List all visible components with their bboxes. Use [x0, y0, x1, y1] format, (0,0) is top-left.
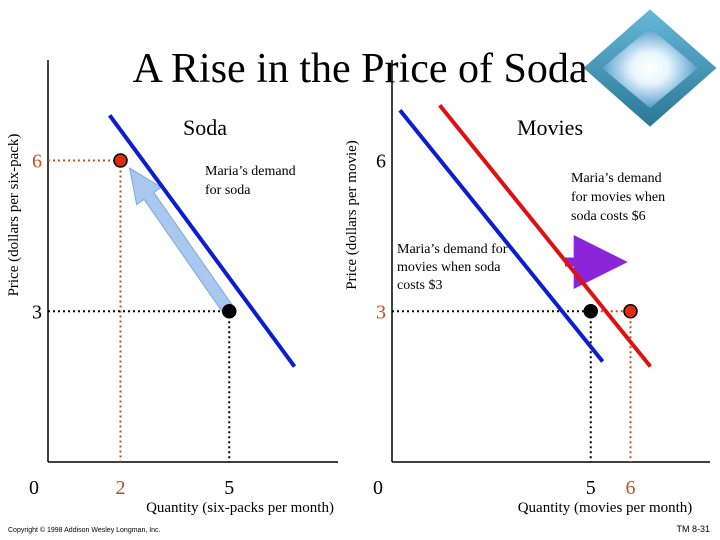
equilibrium-point	[583, 304, 598, 319]
annotation-text: movies when soda	[397, 260, 501, 275]
beach-logo-icon	[580, 6, 720, 130]
y-tick-label: 6	[376, 151, 386, 173]
x-axis-label: Quantity (six-packs per month)	[146, 500, 334, 516]
y-axis-label: Price (dollars per movie)	[344, 140, 360, 290]
x-tick-label: 0	[373, 477, 383, 499]
equilibrium-point	[222, 304, 237, 319]
panel-title: Soda	[183, 115, 227, 140]
y-tick-label: 3	[376, 301, 386, 323]
page-title: A Rise in the Price of Soda	[133, 46, 588, 92]
slide-id: TM 8-31	[676, 524, 710, 534]
annotation-text: Maria’s demand	[571, 171, 662, 186]
x-axis-label: Quantity (movies per month)	[518, 500, 693, 516]
annotation-text: for movies when	[571, 190, 665, 205]
demand-curve	[108, 114, 297, 368]
demand-curve	[398, 108, 605, 363]
x-tick-label: 6	[626, 477, 636, 499]
movement-arrow	[128, 167, 234, 313]
x-tick-label: 5	[586, 477, 596, 499]
soda-chart: Soda Price (dollars per six-pack) Quantity…	[6, 60, 338, 516]
highlight-point	[623, 304, 638, 319]
y-axis-label: Price (dollars per six-pack)	[6, 134, 22, 297]
panel-title: Movies	[517, 115, 583, 140]
annotation-text: Maria’s demand	[205, 164, 296, 179]
annotation-text: Maria’s demand for	[397, 242, 508, 257]
movies-chart: Movies Price (dollars per movie) Quantity …	[344, 60, 710, 516]
annotation-text: costs $3	[397, 278, 443, 293]
x-tick-label: 5	[224, 477, 234, 499]
y-tick-label: 6	[32, 151, 42, 173]
annotation-text: soda costs $6	[571, 209, 646, 224]
shifted-demand-curve	[438, 103, 652, 368]
annotation-text: for soda	[205, 183, 251, 198]
x-tick-label: 2	[116, 477, 126, 499]
x-tick-label: 0	[29, 477, 39, 499]
copyright-text: Copyright © 1998 Addison Wesley Longman,…	[8, 526, 161, 534]
highlight-point	[113, 153, 128, 168]
y-tick-label: 3	[32, 301, 42, 323]
